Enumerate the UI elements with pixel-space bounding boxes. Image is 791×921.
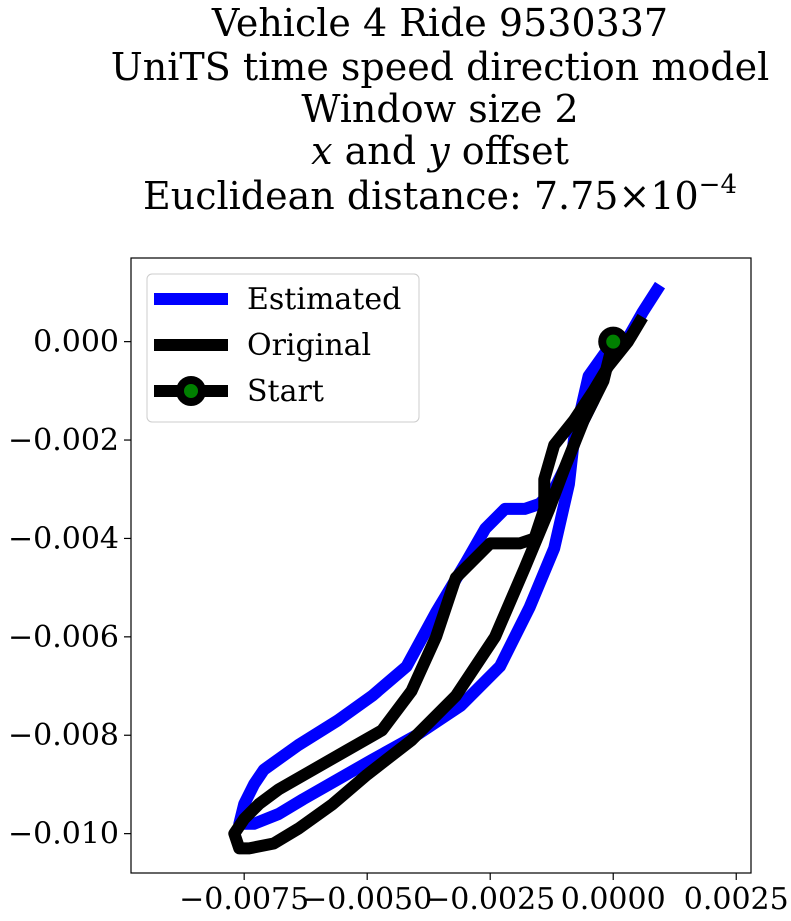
x-axis: −0.0075−0.0050−0.0025 0.0000 0.0025 [179,873,789,917]
title-line-5: Euclidean distance: 7.75×10−4 [143,170,737,218]
x-tick-label: −0.0050 [302,882,432,917]
legend-label-original: Original [247,328,371,363]
title-offset: offset [450,129,569,173]
y-tick-label: −0.002 [8,423,119,458]
legend-label-start: Start [247,374,324,409]
legend-start-marker [176,376,206,406]
y-tick-label: 0.000 [33,325,119,360]
title-distance-prefix: Euclidean distance: 7.75 [143,174,618,218]
y-tick-label: −0.010 [8,817,119,852]
title-x-var: x [311,129,332,173]
y-tick-label: −0.006 [8,620,119,655]
series-line-original [228,313,648,855]
x-tick-label: 0.0025 [684,882,789,917]
y-tick-label: −0.004 [8,521,119,556]
chart-title: Vehicle 4 Ride 9530337 UniTS time speed … [111,1,770,218]
legend: Estimated Original Start [146,273,420,423]
title-base: 10 [650,174,698,218]
title-line-1: Vehicle 4 Ride 9530337 [211,1,668,45]
title-line-4: x and y offset [311,129,569,173]
title-y-var: y [426,129,450,173]
y-axis: 0.000 −0.002 −0.004 −0.006 −0.008 −0.010 [8,325,131,852]
title-line-3: Window size 2 [301,87,578,131]
x-tick-label: −0.0075 [179,882,309,917]
legend-label-estimated: Estimated [247,282,401,317]
plot-data [228,281,666,855]
title-and: and [333,129,429,173]
x-tick-label: 0.0000 [561,882,666,917]
x-tick-label: −0.0025 [425,882,555,917]
start-marker [598,326,629,357]
title-exponent: −4 [699,170,737,200]
title-times: × [618,174,650,218]
title-line-2: UniTS time speed direction model [111,45,770,89]
axes-frame [130,257,752,874]
y-tick-label: −0.008 [8,718,119,753]
